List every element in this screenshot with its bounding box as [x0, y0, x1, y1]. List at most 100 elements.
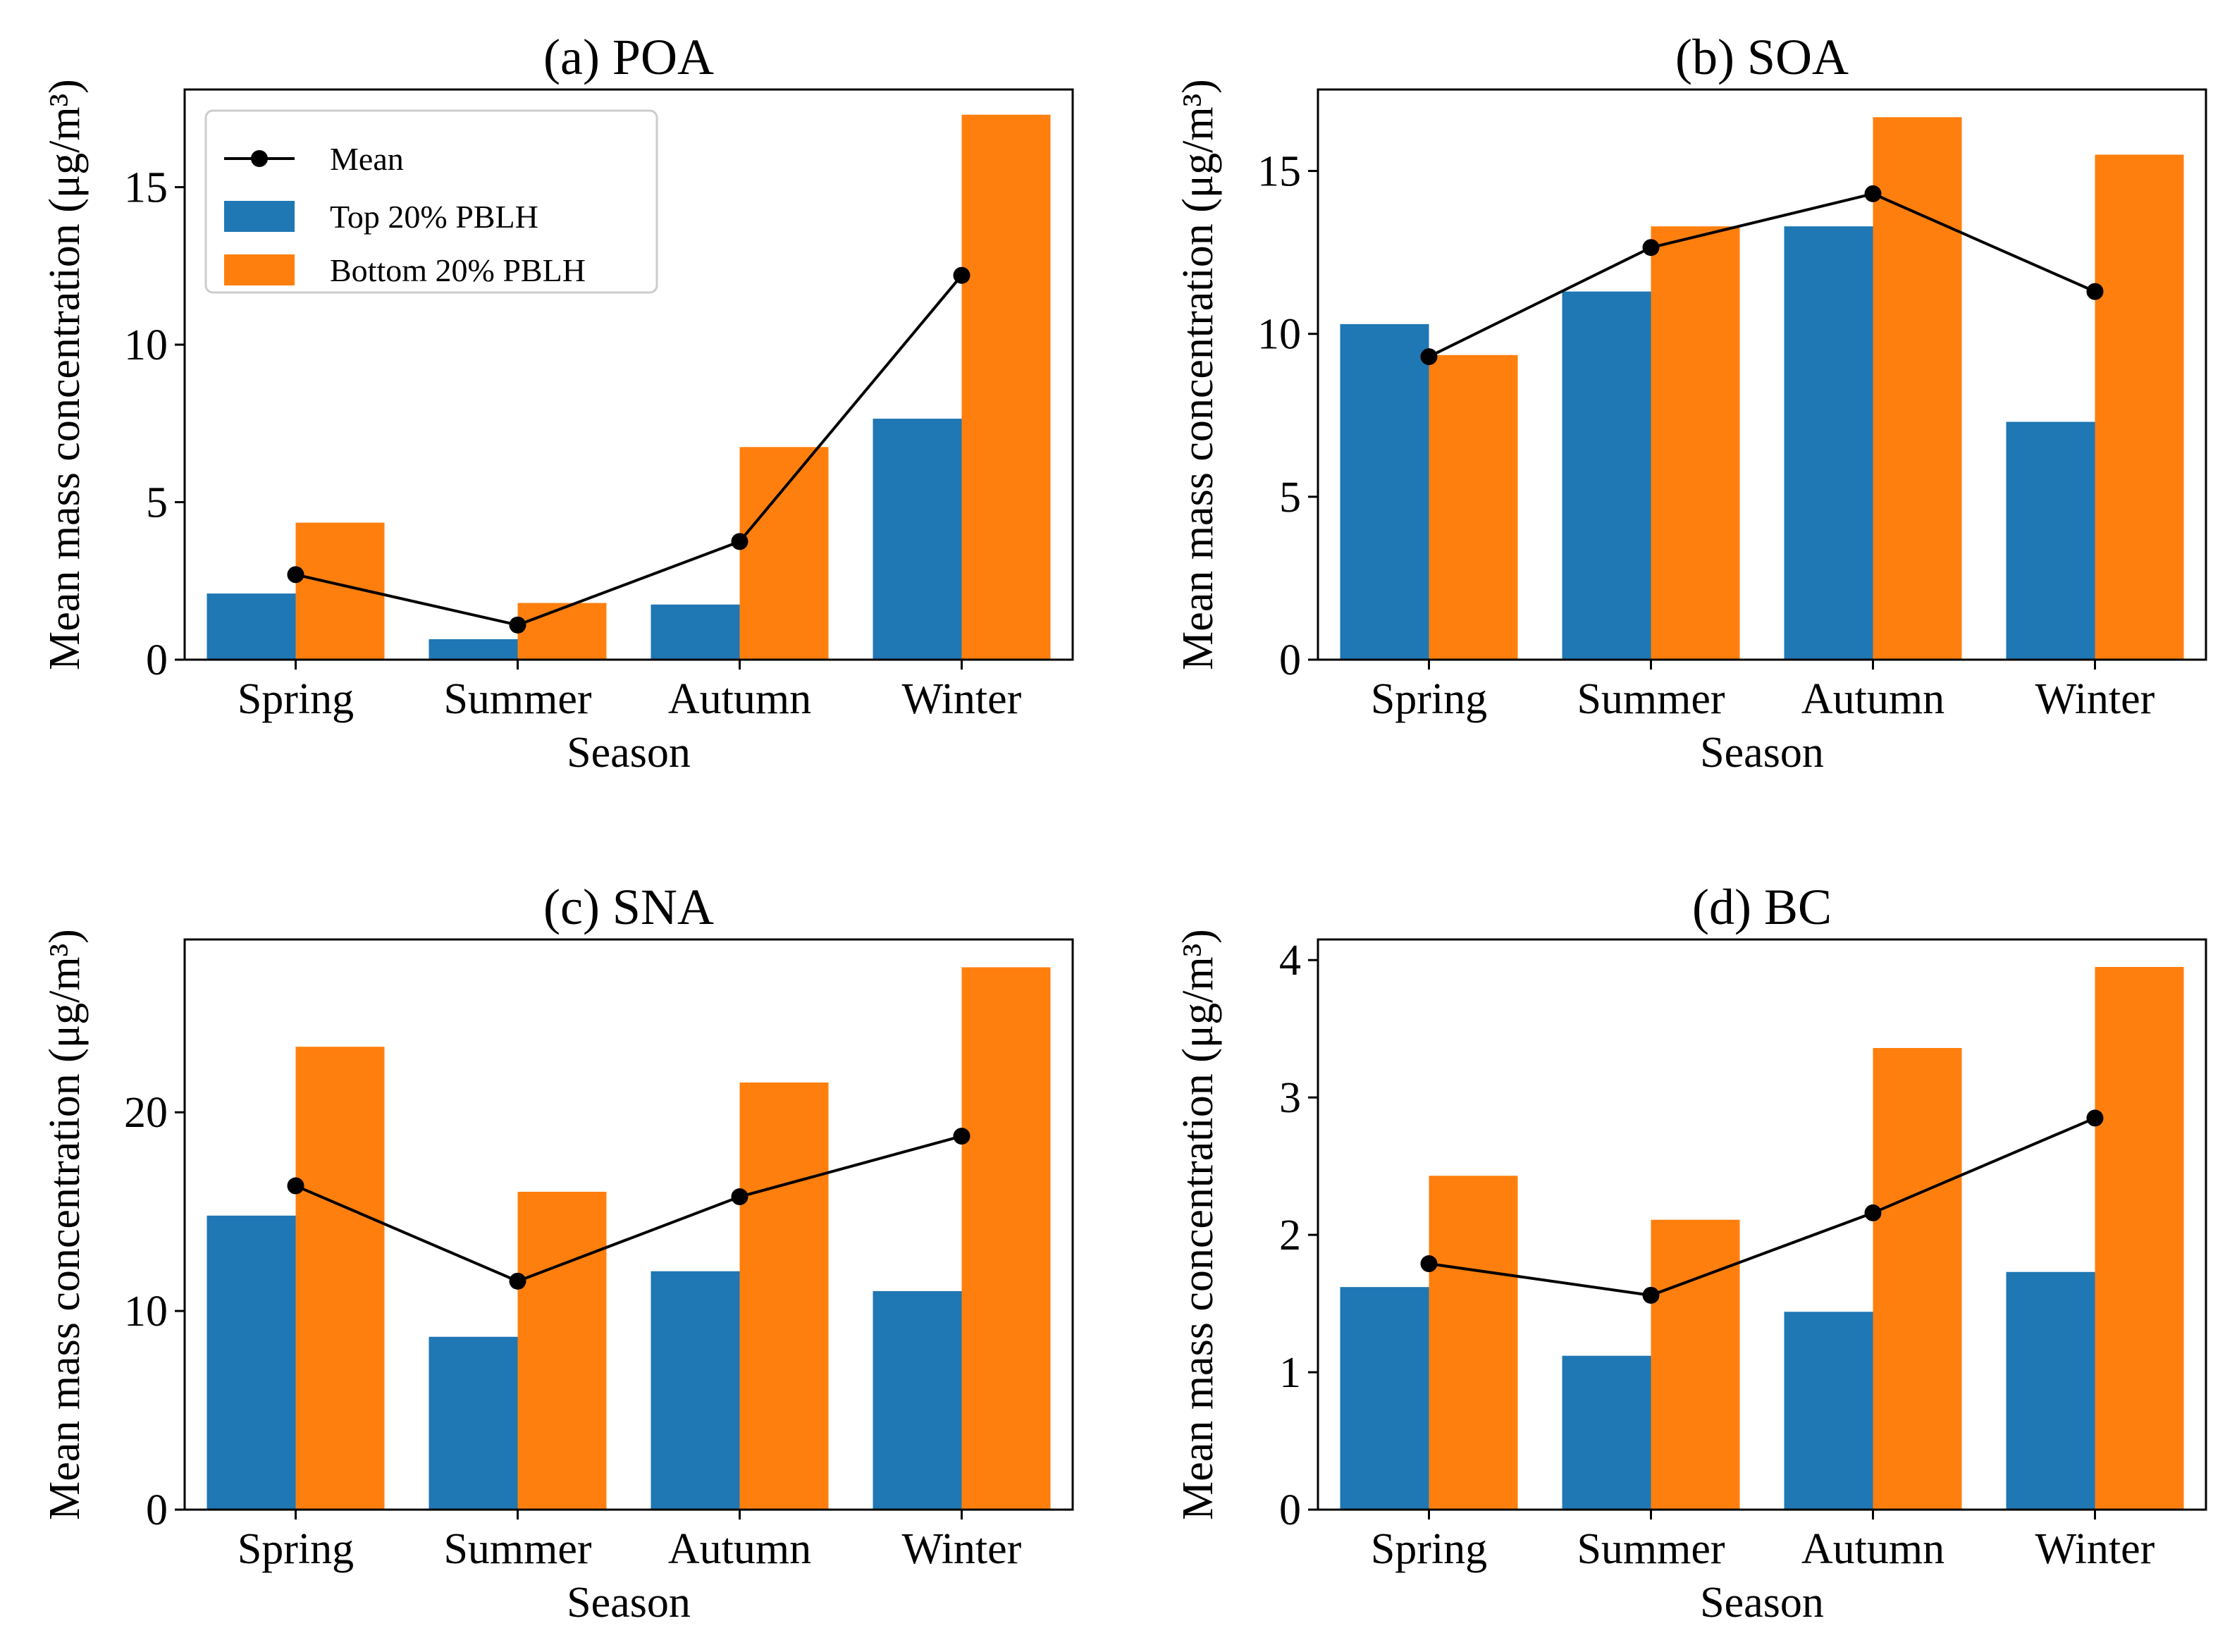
legend-swatch-top-20-pblh	[224, 201, 295, 232]
chart-d-bar-bottom-20-pblh-spring	[1429, 1176, 1518, 1510]
chart-d-bar-bottom-20-pblh-autumn	[1873, 1048, 1962, 1510]
chart-c-mean-point-spring	[287, 1177, 304, 1195]
chart-d-bar-bottom-20-pblh-summer	[1651, 1219, 1740, 1510]
legend-label-top-20-pblh: Top 20% PBLH	[330, 199, 538, 235]
chart-b-mean-point-summer	[1642, 239, 1660, 257]
chart-c-xtick-label-spring: Spring	[238, 1525, 354, 1573]
chart-c-bar-top-20-pblh-summer	[429, 1336, 518, 1510]
chart-c-frame	[183, 938, 1074, 1511]
chart-b-xtick-label-winter: Winter	[2035, 675, 2155, 723]
chart-b-ytick-label-0: 0	[1279, 636, 1301, 684]
chart-d-bar-bottom-20-pblh-winter	[2095, 966, 2184, 1510]
chart-d: (d) BC 0 1 2 3 4 Spring Summer Autumn Winter Seaso…	[1174, 879, 2207, 1627]
chart-a-ytick-label-15: 15	[124, 164, 168, 212]
legend-box	[204, 109, 658, 294]
chart-a-mean-point-autumn	[731, 533, 748, 550]
chart-a-mean-point-summer	[509, 616, 526, 634]
chart-a: (a) POA 0 5 10 15 Spring Summer Autumn Winter Sea…	[41, 29, 1074, 777]
chart-b-xtick-label-summer: Summer	[1577, 675, 1725, 723]
chart-d-title: (d) BC	[1692, 879, 1832, 935]
chart-b-ytick-label-15: 15	[1257, 148, 1301, 196]
chart-b: (b) SOA 0 5 10 15 Spring Summer Autumn Winter Sea…	[1174, 29, 2207, 777]
chart-b-bar-top-20-pblh-spring	[1340, 323, 1429, 660]
chart-c-xtick-label-winter: Winter	[902, 1525, 1022, 1573]
chart-a-ylabel: Mean mass concentration (μg/m³)	[41, 79, 89, 670]
chart-b-mean-line	[1428, 192, 2096, 358]
chart-d-xtick-label-winter: Winter	[2035, 1525, 2155, 1573]
chart-d-ylabel: Mean mass concentration (μg/m³)	[1174, 929, 1222, 1520]
chart-d-bar-top-20-pblh-summer	[1562, 1355, 1651, 1510]
chart-a-bar-top-20-pblh-autumn	[651, 604, 740, 660]
chart-b-xtick-label-autumn: Autumn	[1801, 675, 1944, 723]
chart-d-ytick-label-4: 4	[1279, 937, 1301, 985]
chart-a-xtick-label-winter: Winter	[902, 675, 1022, 723]
chart-a-mean-line	[295, 274, 963, 627]
chart-d-xtick-label-summer: Summer	[1577, 1525, 1725, 1573]
chart-b-frame	[1317, 88, 2207, 661]
chart-a-xtick-label-spring: Spring	[238, 675, 354, 723]
legend-swatch-bottom-20-pblh	[224, 254, 295, 285]
chart-a-frame	[183, 88, 1074, 661]
chart-a-ytick-label-5: 5	[146, 479, 168, 527]
chart-a-mean-point-winter	[953, 266, 970, 284]
chart-a-bar-top-20-pblh-winter	[873, 419, 962, 660]
chart-c-bar-bottom-20-pblh-winter	[961, 967, 1051, 1510]
legend-marker-mean	[251, 150, 268, 167]
chart-b-xtick-label-spring: Spring	[1371, 675, 1487, 723]
chart-b-bar-top-20-pblh-winter	[2006, 421, 2095, 660]
chart-b-xlabel: Season	[1700, 729, 1824, 777]
chart-d-frame	[1317, 938, 2207, 1511]
chart-a-xlabel: Season	[567, 729, 691, 777]
chart-d-ytick-label-2: 2	[1279, 1212, 1301, 1259]
chart-c-ylabel: Mean mass concentration (μg/m³)	[41, 929, 89, 1520]
chart-d-mean-point-summer	[1642, 1286, 1660, 1304]
chart-a-bar-top-20-pblh-spring	[207, 593, 296, 660]
chart-a-xtick-label-summer: Summer	[443, 675, 591, 723]
chart-d-mean-point-spring	[1420, 1255, 1438, 1273]
chart-c-bar-top-20-pblh-autumn	[651, 1271, 740, 1510]
chart-c-ytick-label-10: 10	[124, 1288, 168, 1336]
chart-c-mean-point-winter	[953, 1128, 970, 1145]
chart-d-xtick-label-autumn: Autumn	[1801, 1525, 1944, 1573]
chart-b-bar-bottom-20-pblh-winter	[2095, 154, 2184, 660]
chart-a-ytick-label-0: 0	[146, 636, 168, 684]
chart-a-xtick-label-autumn: Autumn	[668, 675, 811, 723]
chart-c-bar-top-20-pblh-winter	[873, 1290, 962, 1510]
chart-c-ytick-label-20: 20	[124, 1089, 168, 1137]
legend-label-mean: Mean	[330, 141, 404, 177]
chart-b-bar-top-20-pblh-summer	[1562, 291, 1651, 660]
chart-a-bar-bottom-20-pblh-autumn	[739, 447, 829, 660]
chart-c-ytick-label-0: 0	[146, 1486, 168, 1534]
chart-b-ytick-label-5: 5	[1279, 474, 1301, 522]
chart-d-bar-top-20-pblh-spring	[1340, 1287, 1429, 1510]
chart-a-bar-bottom-20-pblh-winter	[961, 114, 1051, 660]
chart-c-bar-bottom-20-pblh-spring	[295, 1047, 385, 1510]
chart-c-bar-bottom-20-pblh-autumn	[739, 1082, 829, 1510]
chart-c-mean-point-autumn	[731, 1188, 748, 1206]
chart-d-xlabel: Season	[1700, 1579, 1824, 1627]
chart-b-bar-top-20-pblh-autumn	[1784, 226, 1873, 660]
chart-c-mean-point-summer	[509, 1272, 526, 1290]
chart-d-ytick-label-0: 0	[1279, 1486, 1301, 1534]
chart-a-bar-bottom-20-pblh-summer	[517, 603, 607, 660]
chart-c-xlabel: Season	[567, 1579, 691, 1627]
chart-d-mean-line	[1429, 1116, 2096, 1297]
chart-b-ylabel: Mean mass concentration (μg/m³)	[1174, 79, 1222, 670]
chart-d-ytick-label-1: 1	[1279, 1349, 1301, 1397]
chart-a-bar-top-20-pblh-summer	[429, 639, 518, 660]
chart-b-bar-bottom-20-pblh-spring	[1429, 355, 1518, 660]
chart-a-ytick-label-10: 10	[124, 321, 168, 369]
chart-d-ytick-label-3: 3	[1279, 1074, 1301, 1122]
chart-b-mean-point-winter	[2086, 283, 2104, 300]
chart-a-title: (a) POA	[543, 29, 714, 85]
chart-d-mean-point-winter	[2086, 1109, 2104, 1127]
chart-c-mean-line	[295, 1135, 963, 1283]
chart-b-ytick-label-10: 10	[1257, 311, 1301, 359]
chart-b-mean-point-spring	[1420, 348, 1438, 366]
chart-d-mean-point-autumn	[1864, 1204, 1882, 1221]
chart-b-bar-bottom-20-pblh-autumn	[1873, 117, 1962, 660]
chart-a-legend: Mean Top 20% PBLH Bottom 20% PBLH	[204, 109, 658, 294]
chart-c-title: (c) SNA	[543, 879, 714, 935]
chart-d-xtick-label-spring: Spring	[1371, 1525, 1487, 1573]
